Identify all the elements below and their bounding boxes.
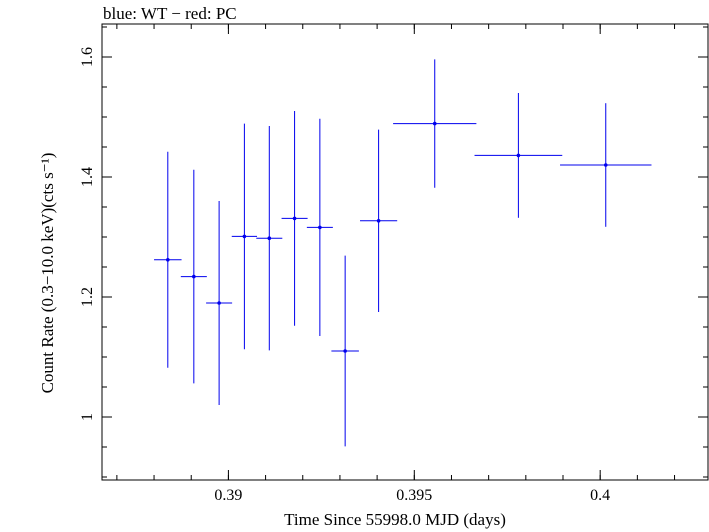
- data-marker: [343, 349, 347, 353]
- data-point: [281, 111, 308, 326]
- chart-title: blue: WT − red: PC: [103, 4, 237, 23]
- data-point: [360, 129, 398, 312]
- y-tick-label: 1.2: [79, 287, 96, 307]
- x-tick-label: 0.4: [590, 487, 610, 504]
- x-tick-label: 0.39: [214, 487, 242, 504]
- data-point: [393, 59, 477, 188]
- data-point: [206, 201, 233, 405]
- y-tick-label: 1.6: [79, 47, 96, 67]
- data-point: [180, 169, 207, 384]
- plot-frame: [101, 23, 709, 481]
- data-point: [331, 255, 359, 447]
- data-point: [560, 103, 652, 227]
- data-marker: [292, 216, 297, 221]
- data-marker: [376, 219, 381, 223]
- y-tick-label: 1.4: [79, 167, 96, 187]
- data-marker: [166, 258, 170, 262]
- data-marker: [192, 274, 196, 279]
- data-marker: [242, 234, 247, 239]
- y-tick-label: 1: [79, 413, 96, 421]
- axis-ticks: 0.39 0.395 0.4 1 1.2 1.4 1.6: [79, 24, 708, 504]
- data-marker: [267, 236, 272, 240]
- data-marker: [432, 121, 437, 126]
- data-point: [154, 151, 182, 368]
- data-point: [474, 93, 563, 218]
- x-tick-label: 0.395: [396, 487, 432, 504]
- data-points: [154, 59, 652, 447]
- data-point: [256, 126, 283, 351]
- x-axis-label: Time Since 55998.0 MJD (days): [284, 510, 506, 529]
- data-point: [231, 123, 258, 350]
- data-marker: [516, 153, 521, 158]
- data-point: [306, 118, 333, 336]
- data-marker: [217, 301, 221, 305]
- data-marker: [603, 163, 608, 167]
- data-marker: [318, 225, 322, 230]
